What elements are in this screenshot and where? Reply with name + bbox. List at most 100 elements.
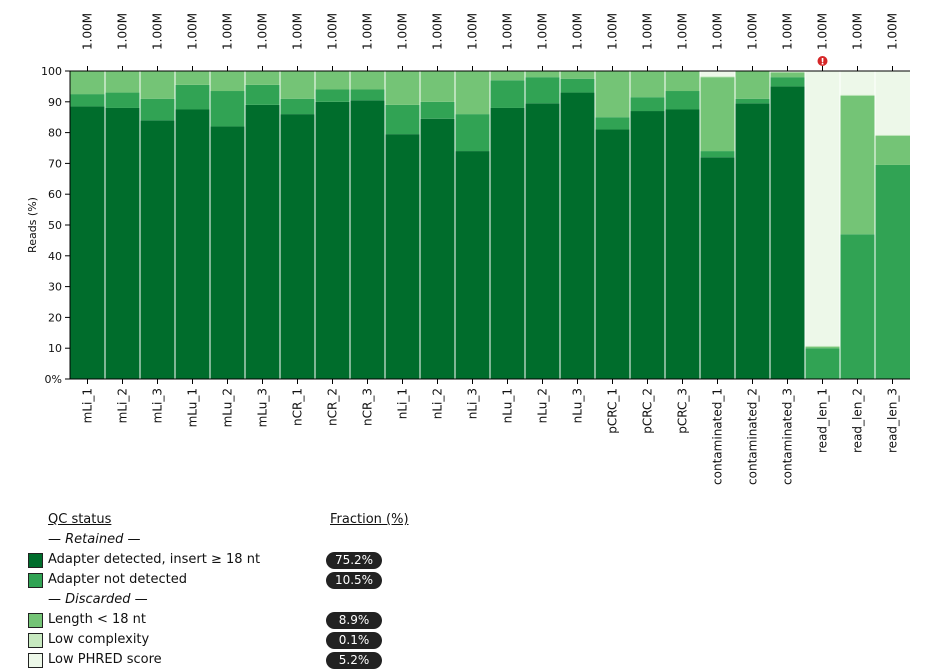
bar-segment (665, 91, 700, 110)
legend-item-length-short[interactable]: Length < 18 nt 8.9% (28, 612, 448, 630)
bar-segment (840, 234, 875, 379)
x-tick-label: mLu_1 (186, 388, 200, 427)
y-tick-label: 30 (48, 281, 62, 294)
x-tick-label: pCRC_1 (606, 388, 620, 434)
top-label: 1.00M (466, 13, 480, 50)
bar-segment (840, 71, 875, 95)
bar-segment (700, 71, 735, 77)
top-label: 1.00M (641, 13, 655, 50)
top-label: 1.00M (816, 13, 830, 50)
bar-segment (245, 104, 280, 379)
bar-segment (560, 78, 595, 93)
bar-segment (700, 157, 735, 379)
legend-swatch (28, 613, 43, 628)
bar-segment (805, 345, 840, 347)
bar-segment (875, 164, 910, 379)
top-label: 1.00M (746, 13, 760, 50)
bar-segment (630, 71, 665, 98)
bar-segment (630, 111, 665, 379)
bar-segment (280, 71, 315, 99)
top-label: 1.00M (781, 13, 795, 50)
top-label: 1.00M (571, 13, 585, 50)
bar-segment (245, 84, 280, 105)
bar-segment (140, 98, 175, 121)
bar-segment (140, 120, 175, 379)
top-label: 1.00M (851, 13, 865, 50)
top-label: 1.00M (431, 13, 445, 50)
top-label: 1.00M (361, 13, 375, 50)
bar-segment (140, 71, 175, 99)
bar-segment (770, 77, 805, 87)
top-label: 1.00M (536, 13, 550, 50)
bar-segment (70, 94, 105, 107)
legend-header-fraction: Fraction (%) (330, 512, 409, 527)
top-label: 1.00M (501, 13, 515, 50)
y-tick-label: 40 (48, 250, 62, 263)
top-label: 1.00M (151, 13, 165, 50)
stacked-bar-chart: 0% 10 20 30 40 50 60 70 80 90 100 Reads (%) mLi_1 1.0… (26, 13, 910, 485)
x-tick-label: nCR_3 (361, 388, 375, 426)
x-tick-label: contaminated_1 (711, 388, 725, 485)
legend-header-qc-status: QC status (48, 512, 112, 527)
bar-segment (350, 100, 385, 379)
y-tick-label: 80 (48, 127, 62, 140)
top-label: 1.00M (711, 13, 725, 50)
x-tick-label: nLi_2 (431, 388, 445, 419)
x-tick-label: mLi_2 (116, 388, 130, 423)
bar-segment (385, 104, 420, 135)
fraction-badge: 8.9% (326, 612, 382, 629)
y-tick-label: 60 (48, 188, 62, 201)
x-tick-label: mLu_3 (256, 388, 270, 427)
bar-segment (385, 134, 420, 379)
x-tick-label: contaminated_2 (746, 388, 760, 485)
y-tick-label: 70 (48, 157, 62, 170)
bar-segment (455, 151, 490, 379)
legend-item-adapter-not-detected[interactable]: Adapter not detected 10.5% (28, 572, 448, 590)
bar-segment (560, 71, 595, 79)
legend-group-retained: — Retained — (48, 532, 141, 547)
legend-item-low-phred[interactable]: Low PHRED score 5.2% (28, 652, 448, 670)
y-tick-label: 90 (48, 96, 62, 109)
fraction-badge: 10.5% (326, 572, 382, 589)
bar-segment (490, 80, 525, 108)
bar-segment (315, 71, 350, 90)
bar-segment (525, 103, 560, 379)
fraction-badge: 0.1% (326, 632, 382, 649)
bar-segment (210, 91, 245, 127)
top-label: 1.00M (221, 13, 235, 50)
x-tick-label: nLu_1 (501, 388, 515, 423)
top-label: 1.00M (186, 13, 200, 50)
legend-swatch (28, 653, 43, 668)
y-tick-label: 50 (48, 219, 62, 232)
top-label: 1.00M (116, 13, 130, 50)
fraction-badge: 75.2% (326, 552, 382, 569)
bar-segment (385, 71, 420, 105)
bar-segment (210, 126, 245, 379)
bar-segment (875, 71, 910, 135)
top-label: 1.00M (396, 13, 410, 50)
bar-segment (210, 71, 245, 92)
bar-segment (280, 114, 315, 380)
bar-segment (805, 348, 840, 379)
x-tick-label: pCRC_2 (641, 388, 655, 434)
bar-segment (630, 97, 665, 112)
warning-icon-glyph: ! (820, 58, 824, 68)
legend-swatch (28, 573, 43, 588)
y-tick-label: 10 (48, 342, 62, 355)
top-label: 1.00M (606, 13, 620, 50)
legend-item-adapter-detected[interactable]: Adapter detected, insert ≥ 18 nt 75.2% (28, 552, 448, 570)
bar-segment (105, 92, 140, 108)
warning-icon (817, 56, 828, 66)
bar-segment (595, 71, 630, 118)
legend-item-low-complexity[interactable]: Low complexity 0.1% (28, 632, 448, 650)
x-tick-label: nLi_3 (466, 388, 480, 419)
bar-segment (420, 101, 455, 119)
legend-label: Adapter not detected (48, 572, 187, 587)
bar-segment (455, 71, 490, 115)
bar-segment (700, 151, 735, 158)
bar-segment (525, 77, 560, 104)
bar-segment (595, 129, 630, 379)
bar-segment (770, 72, 805, 78)
bar-segment (455, 114, 490, 152)
x-tick-label: mLi_1 (81, 388, 95, 423)
